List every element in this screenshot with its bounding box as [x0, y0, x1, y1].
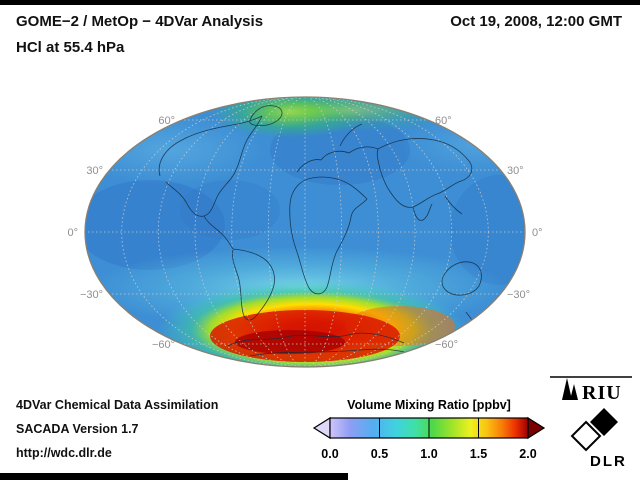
bottom-border-bar — [0, 473, 348, 480]
lat-label-left-0: 0° — [67, 227, 78, 239]
footer-assimilation-label: 4DVar Chemical Data Assimilation — [16, 398, 219, 412]
colorbar-tick-2.0: 2.0 — [519, 447, 536, 461]
dlr-diamond-solid-icon — [590, 408, 618, 436]
footer-version-label: SACADA Version 1.7 — [16, 422, 139, 436]
riu-logo: RIU — [550, 376, 632, 404]
colorbar-title: Volume Mixing Ratio [ppbv] — [347, 398, 511, 412]
colorbar: Volume Mixing Ratio [ppbv] 0.0 0.5 1.0 1… — [312, 398, 546, 461]
coastlines — [158, 105, 482, 357]
map-field — [85, 97, 525, 367]
dlr-logo-text: DLR — [590, 453, 627, 470]
graticule — [85, 97, 525, 367]
riu-tower-icon — [562, 378, 578, 400]
dlr-diamond-outline-icon — [570, 420, 602, 452]
map-outline — [84, 96, 526, 368]
riu-logo-text: RIU — [582, 382, 622, 404]
lat-label-right-m60: −60° — [435, 339, 458, 351]
plot-title-line1: GOME−2 / MetOp − 4DVar Analysis — [16, 13, 264, 30]
colorbar-tick-0.5: 0.5 — [371, 447, 388, 461]
lat-label-right-60: 60° — [435, 115, 452, 127]
colorbar-tick-1.0: 1.0 — [420, 447, 437, 461]
lat-label-right-m30: −30° — [507, 289, 530, 301]
lat-label-right-0: 0° — [532, 227, 543, 239]
footer-url-label: http://wdc.dlr.de — [16, 446, 112, 460]
colorbar-tick-1.5: 1.5 — [470, 447, 487, 461]
lat-label-left-m60: −60° — [152, 339, 175, 351]
top-border-bar — [0, 0, 640, 5]
lat-label-left-m30: −30° — [80, 289, 103, 301]
dlr-logo: DLR — [570, 408, 627, 470]
lat-label-left-30: 30° — [86, 165, 103, 177]
colorbar-overflow-arrow — [527, 416, 546, 440]
colorbar-underflow-arrow — [312, 416, 331, 440]
plot-title-line2: HCl at 55.4 hPa — [16, 39, 125, 56]
lat-label-right-30: 30° — [507, 165, 524, 177]
colorbar-tick-0.0: 0.0 — [321, 447, 338, 461]
datetime-label: Oct 19, 2008, 12:00 GMT — [450, 13, 622, 30]
lat-label-left-60: 60° — [158, 115, 175, 127]
colorbar-dividers — [379, 418, 479, 438]
